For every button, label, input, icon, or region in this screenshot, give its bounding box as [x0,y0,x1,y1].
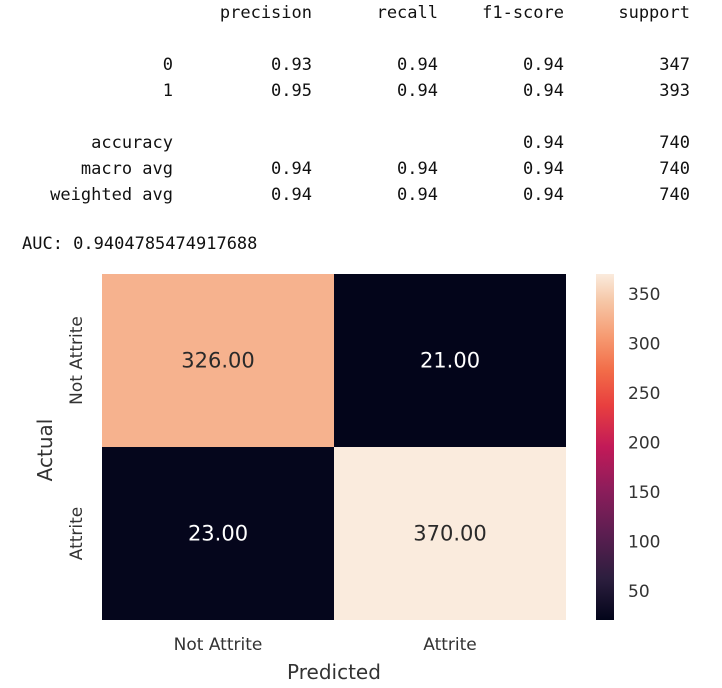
recall-value: 0.94 [397,55,438,75]
column-header-support: support [618,3,690,23]
precision-value: 0.95 [271,81,312,101]
y-axis-label: Actual [33,419,57,482]
colorbar-tick-label: 300 [628,334,660,354]
confusion-matrix-heatmap: 326.00 21.00 23.00 370.00 Not Attrite Attrit… [33,274,660,684]
cell-annotation: 326.00 [181,349,254,373]
x-tick-label: Not Attrite [174,635,263,655]
precision-value: 0.94 [271,159,312,179]
classification-report: precision recall f1-score support 0 0.93… [0,0,722,220]
x-tick-label: Attrite [423,635,477,655]
row-label: 0 [162,55,173,75]
column-header-precision: precision [219,3,312,23]
support-value: 740 [659,185,690,205]
precision-value: 0.94 [271,185,312,205]
y-tick-label: Attrite [67,507,87,561]
cell-annotation: 23.00 [188,522,248,546]
auc-score: AUC: 0.9404785474917688 [22,234,258,254]
support-value: 740 [659,133,690,153]
precision-value: 0.93 [271,55,312,75]
row-label: accuracy [91,133,173,153]
f1-value: 0.94 [523,55,564,75]
colorbar-tick-label: 250 [628,384,660,404]
colorbar-tick-label: 150 [628,483,660,503]
colorbar-tick-label: 50 [628,582,650,602]
cell-annotation: 21.00 [420,349,480,373]
row-label: macro avg [80,159,173,179]
recall-value: 0.94 [397,81,438,101]
f1-value: 0.94 [523,185,564,205]
colorbar-tick-label: 350 [628,285,660,305]
recall-value: 0.94 [397,159,438,179]
cell-annotation: 370.00 [413,522,486,546]
f1-value: 0.94 [523,159,564,179]
support-value: 740 [659,159,690,179]
support-value: 393 [659,81,690,101]
heatmap-cell [334,447,566,620]
y-tick-label: Not Attrite [67,316,87,405]
colorbar [596,274,614,620]
row-label: 1 [162,81,173,101]
column-header-recall: recall [376,3,438,23]
x-axis-label: Predicted [287,660,381,684]
heatmap-cell [334,274,566,447]
colorbar-tick-label: 100 [628,533,660,553]
colorbar-tick-label: 200 [628,434,660,454]
support-value: 347 [659,55,690,75]
f1-value: 0.94 [523,81,564,101]
f1-value: 0.94 [523,133,564,153]
column-header-f1-score: f1-score [482,3,564,23]
recall-value: 0.94 [397,185,438,205]
heatmap-cell [102,274,334,447]
row-label: weighted avg [50,185,173,205]
heatmap-cell [102,447,334,620]
